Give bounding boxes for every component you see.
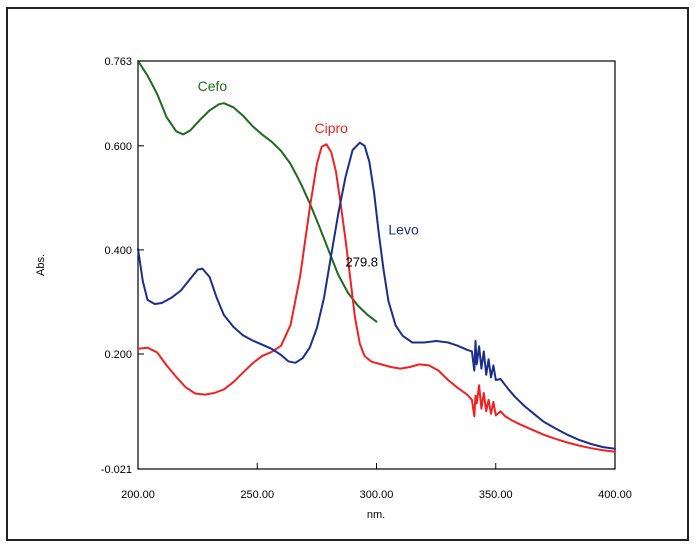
x-axis-label: nm. [367,509,385,521]
x-tick-label: 200.00 [121,489,155,501]
y-tick-label: -0.021 [101,464,132,476]
ticks-layer: 200.00 250.00 300.00 350.00 400.00 -0.021 0.20… [101,56,632,501]
series-layer [137,60,616,453]
y-tick-label: 0.200 [104,349,132,361]
x-tick-label: 250.00 [240,489,274,501]
y-axis-label: Abs. [35,254,47,276]
series-line-cefo [137,60,378,323]
y-tick-label: 0.400 [104,245,132,257]
x-tick-label: 400.00 [598,489,632,501]
x-tick-label: 350.00 [479,489,513,501]
series-label-cipro: Cipro [315,120,349,136]
series-line-cipro [137,143,616,453]
labels-layer: Cefo Cipro Levo 279.8 [198,78,419,269]
crossover-annotation: 279.8 [346,255,379,270]
x-tick-label: 300.00 [360,489,394,501]
chart-frame [6,7,689,541]
series-label-cefo: Cefo [198,78,228,94]
y-tick-label: 0.600 [104,141,132,153]
series-line-levo [137,141,616,450]
y-tick-label: 0.763 [104,56,132,68]
series-label-levo: Levo [388,221,419,237]
